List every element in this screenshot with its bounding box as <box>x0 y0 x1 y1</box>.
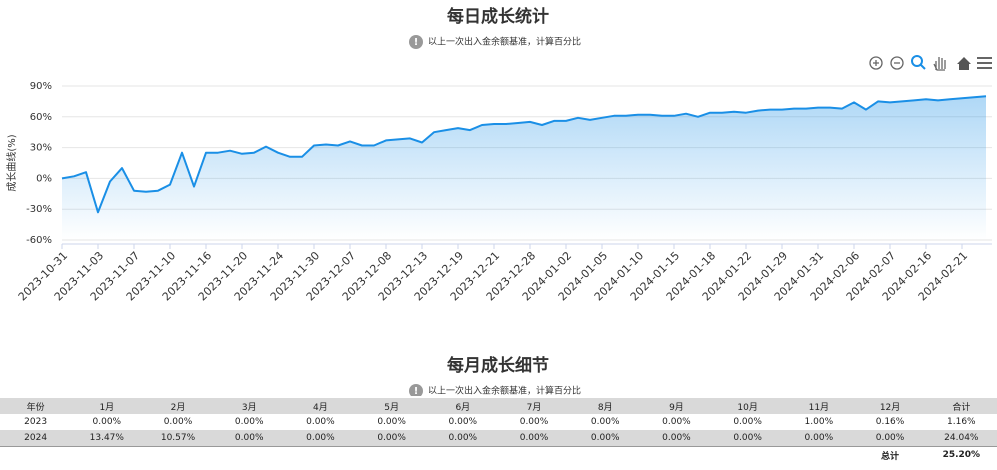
cell: 0.00% <box>284 430 357 447</box>
menu-button[interactable] <box>977 57 992 69</box>
cell: 0.00% <box>569 430 641 447</box>
cell: 2024 <box>0 430 72 447</box>
monthly-table: 年份 1月 2月 3月 4月 5月 6月 7月 8月 9月 10月 11月 12月 合计 2023 0.00%… <box>0 398 997 463</box>
cell: 0.00% <box>213 430 285 447</box>
info-icon-mark: ! <box>414 37 419 48</box>
selection-zoom-button[interactable] <box>911 55 926 70</box>
footer-spacer <box>356 446 428 463</box>
cell: 0.00% <box>234 417 264 427</box>
zoom-out-button[interactable] <box>890 56 904 70</box>
header-cell: 5月 <box>356 398 428 414</box>
cell: 0.00% <box>448 417 478 427</box>
line <box>61 95 987 214</box>
cell: 0.00% <box>783 430 855 447</box>
footer-spacer <box>71 446 143 463</box>
y-tick-label: 0% <box>36 173 52 184</box>
footer-cell: 25.20% <box>925 446 997 463</box>
y-axis-title: 成长曲线(%) <box>5 134 18 191</box>
info-icon <box>409 384 423 396</box>
footer-spacer <box>0 446 72 463</box>
cell: 24.04% <box>925 430 997 447</box>
y-tick-label: 90% <box>30 81 52 92</box>
header-row: 年份 1月 2月 3月 4月 5月 6月 7月 8月 9月 10月 11月 12月 合计 <box>0 398 997 414</box>
cell: 13.47% <box>71 430 143 447</box>
cell: 0.00% <box>854 430 926 447</box>
footer-spacer <box>712 446 784 463</box>
cell: 0.16% <box>875 417 905 427</box>
header-cell: 10月 <box>712 398 784 414</box>
y-tick-label: -60% <box>26 235 52 246</box>
table-title: 每月成长细节 <box>447 355 549 376</box>
zoom-in-button[interactable] <box>869 56 883 70</box>
footer-spacer <box>142 446 214 463</box>
cell: 0.00% <box>163 417 193 427</box>
cell: 1.16% <box>947 417 976 427</box>
y-tick-label: 60% <box>30 112 52 123</box>
header-cell: 9月 <box>640 398 713 414</box>
footer-spacer <box>284 446 357 463</box>
toolbar <box>869 55 992 71</box>
header-cell: 2月 <box>142 398 214 414</box>
cell: 0.00% <box>427 430 499 447</box>
footer-spacer <box>783 446 855 463</box>
header-cell: 12月 <box>854 398 926 414</box>
footer-row: 总计 25.20% <box>0 446 997 463</box>
footer-cell: 总计 <box>854 446 926 463</box>
cell: 0.00% <box>733 417 762 427</box>
chart: 每日成长统计 ! 以上一次出入金余额基准，计算百分比 成长曲线(%) 每月成长细… <box>5 6 992 397</box>
header-cell: 11月 <box>783 398 855 414</box>
header-cell: 3月 <box>213 398 285 414</box>
header-cell: 6月 <box>427 398 499 414</box>
cell: 0.00% <box>712 430 784 447</box>
header-cell: 年份 <box>0 398 72 414</box>
cell: 0.00% <box>640 430 713 447</box>
cell: 0.00% <box>662 417 691 427</box>
area-fill <box>62 96 986 240</box>
data-row: 2024 13.47% 10.57% 0.00% 0.00% 0.00% 0.00% 0.00… <box>0 430 997 447</box>
cell: 10.57% <box>142 430 214 447</box>
chart-subtitle: 以上一次出入金余额基准，计算百分比 <box>428 36 581 48</box>
cell: 0.00% <box>306 417 335 427</box>
header-cell: 1月 <box>71 398 143 414</box>
y-tick-label: -30% <box>26 204 52 215</box>
y-tick-label: 30% <box>30 143 52 154</box>
pan-button[interactable] <box>933 57 946 71</box>
footer-spacer <box>213 446 285 463</box>
header-cell: 8月 <box>569 398 641 414</box>
reset-button[interactable] <box>957 57 971 70</box>
table-subtitle: 以上一次出入金余额基准，计算百分比 <box>428 385 581 397</box>
info-icon <box>409 35 423 49</box>
header-cell: 7月 <box>498 398 570 414</box>
data-row: 2023 0.00% 0.00% 0.00% 0.00% 0.00% 0.00% 0.00% 0… <box>0 414 997 430</box>
footer-spacer <box>498 446 570 463</box>
header-cell: 合计 <box>925 398 997 414</box>
footer-spacer <box>569 446 641 463</box>
cell: 0.00% <box>377 417 406 427</box>
footer-spacer <box>640 446 713 463</box>
chart-title: 每日成长统计 <box>447 6 549 27</box>
cell: 0.00% <box>356 430 428 447</box>
cell: 0.00% <box>590 417 620 427</box>
footer-spacer <box>427 446 499 463</box>
cell: 1.00% <box>804 417 834 427</box>
cell: 2023 <box>24 417 48 427</box>
cell: 0.00% <box>519 417 549 427</box>
info-icon-mark: ! <box>414 386 419 396</box>
header-cell: 4月 <box>284 398 357 414</box>
cell: 0.00% <box>92 417 122 427</box>
cell: 0.00% <box>498 430 570 447</box>
